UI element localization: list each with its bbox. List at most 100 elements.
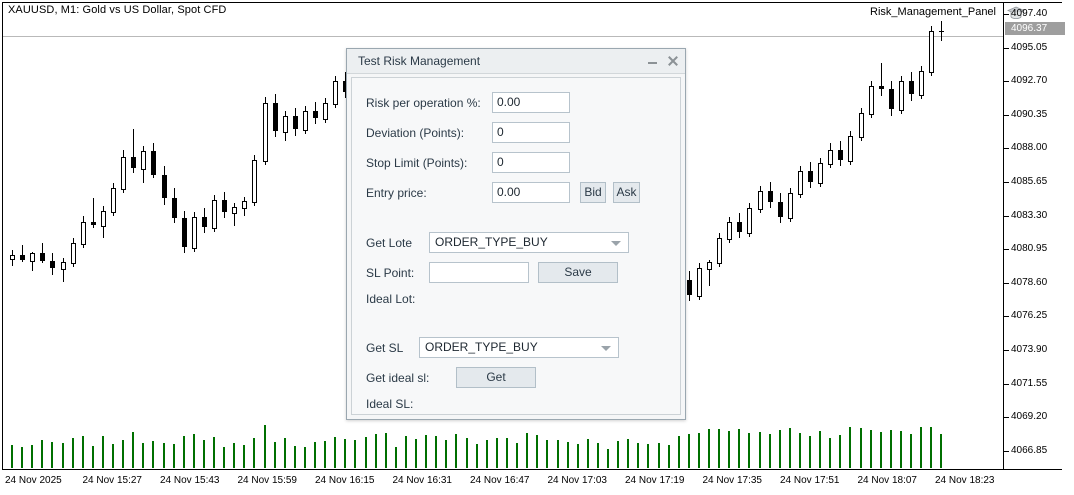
volume-bar <box>920 426 922 468</box>
volume-bar <box>435 435 437 468</box>
volume-bar <box>415 438 417 468</box>
volume-bar <box>294 445 296 468</box>
volume-bar <box>637 443 639 468</box>
candle-body <box>808 170 813 183</box>
volume-histogram <box>3 418 1003 468</box>
entry-price-row: Entry price: 0.00 Bid Ask <box>366 182 640 203</box>
volume-bar <box>658 443 660 468</box>
save-button[interactable]: Save <box>538 262 618 283</box>
price-tick-label: 4097.40 <box>1011 8 1048 19</box>
candle-body <box>232 207 237 215</box>
minimize-icon[interactable] <box>647 55 658 67</box>
volume-bar <box>304 446 306 468</box>
bid-button[interactable]: Bid <box>580 182 606 203</box>
price-tick <box>1004 383 1009 385</box>
volume-bar <box>668 445 670 468</box>
volume-bar <box>82 436 84 468</box>
volume-bar <box>607 448 609 468</box>
volume-bar <box>132 432 134 468</box>
candle-body <box>202 217 207 228</box>
time-tick-label: 24 Nov 15:59 <box>237 475 298 486</box>
candle-body <box>263 103 268 162</box>
close-icon[interactable] <box>667 55 679 67</box>
time-tick-label: 24 Nov 2025 <box>5 475 62 486</box>
ask-button[interactable]: Ask <box>613 182 640 203</box>
risk-management-dialog[interactable]: Test Risk Management Risk per operation … <box>346 48 686 420</box>
volume-bar <box>769 433 771 468</box>
time-tick-label: 24 Nov 16:15 <box>315 475 375 486</box>
volume-bar <box>678 435 680 468</box>
volume-bar <box>72 438 74 468</box>
entry-price-input[interactable]: 0.00 <box>492 182 570 203</box>
get-sl-dropdown[interactable]: ORDER_TYPE_BUY <box>419 337 619 358</box>
time-tick-label: 24 Nov 17:19 <box>625 475 685 486</box>
volume-bar <box>577 444 579 468</box>
get-button[interactable]: Get <box>456 367 536 388</box>
volume-bar <box>385 433 387 468</box>
candle-body <box>242 200 247 210</box>
volume-bar <box>536 435 538 468</box>
candle-body <box>172 198 177 219</box>
sl-point-input[interactable] <box>429 262 529 283</box>
volume-bar <box>698 433 700 468</box>
stop-limit-input[interactable]: 0 <box>492 152 570 173</box>
time-axis[interactable]: 24 Nov 2025 24 Nov 15:27 24 Nov 15:43 24 No… <box>3 470 1063 495</box>
price-tick-label: 4092.70 <box>1011 75 1048 87</box>
deviation-input[interactable]: 0 <box>492 122 570 143</box>
risk-per-operation-input[interactable]: 0.00 <box>492 92 570 113</box>
deviation-row: Deviation (Points): 0 <box>366 122 570 143</box>
volume-bar <box>799 433 801 468</box>
time-tick-label: 24 Nov 18:23 <box>935 475 995 486</box>
price-tick <box>1004 148 1009 150</box>
entry-price-label: Entry price: <box>366 185 427 200</box>
candle-body <box>818 163 823 185</box>
graduation-cap-icon <box>1007 6 1025 20</box>
volume-bar <box>789 428 791 468</box>
sl-point-label: SL Point: <box>366 265 415 280</box>
candle-body <box>81 222 86 246</box>
candle-body <box>869 85 874 116</box>
candle-body <box>768 190 773 203</box>
time-tick-label: 24 Nov 15:27 <box>82 475 143 486</box>
volume-bar <box>819 430 821 468</box>
volume-bar <box>557 440 559 468</box>
candle-body <box>192 217 197 250</box>
current-price-line <box>3 36 1003 37</box>
volume-bar <box>425 435 427 468</box>
price-tick-label: 4073.90 <box>1011 344 1048 355</box>
volume-bar <box>324 440 326 468</box>
time-tick-label: 24 Nov 15:43 <box>160 475 220 486</box>
get-lote-dropdown[interactable]: ORDER_TYPE_BUY <box>429 232 629 253</box>
candle-body <box>30 253 35 262</box>
volume-bar <box>31 444 33 468</box>
volume-bar <box>152 440 154 468</box>
volume-bar <box>365 436 367 468</box>
candle-body <box>929 30 934 73</box>
candle-body <box>828 149 833 166</box>
candle-body <box>333 80 338 106</box>
candle-wick <box>133 129 134 174</box>
candle-body <box>343 80 348 92</box>
candle-body <box>131 157 136 169</box>
chart-border-top <box>2 2 1062 3</box>
volume-bar <box>900 431 902 468</box>
volume-bar <box>496 438 498 468</box>
price-axis[interactable]: 4096.37 4097.40 4095.05 4092.70 4090.35 4088… <box>1004 2 1074 470</box>
get-sl-row: Get SL ORDER_TYPE_BUY <box>366 337 619 358</box>
risk-per-operation-row: Risk per operation %: 0.00 <box>366 92 570 113</box>
volume-bar <box>41 439 43 468</box>
candle-wick <box>234 203 235 226</box>
candle-body <box>727 222 732 241</box>
price-tick <box>1004 114 1009 116</box>
price-tick <box>1004 182 1009 183</box>
candle-body <box>313 110 318 119</box>
volume-bar <box>486 440 488 468</box>
dialog-title-bar[interactable]: Test Risk Management <box>347 49 685 74</box>
candle-body <box>919 70 924 97</box>
price-tick-label: 4095.05 <box>1011 41 1048 53</box>
candle-body <box>182 218 187 248</box>
candle-body <box>788 193 793 220</box>
candle-body <box>212 199 217 230</box>
volume-bar <box>445 440 447 468</box>
